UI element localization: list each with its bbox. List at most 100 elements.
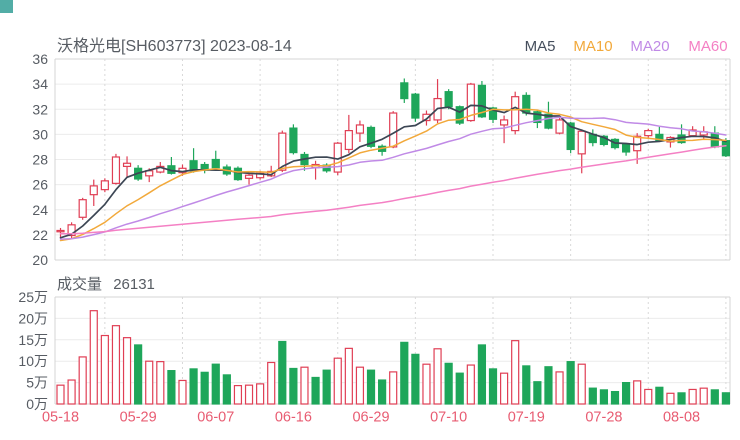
price-axis-label: 30 — [32, 126, 48, 142]
candle-body — [156, 165, 165, 173]
volume-bar — [688, 388, 697, 405]
volume-bar — [56, 384, 65, 405]
volume-bar — [244, 384, 254, 405]
candle-body — [621, 143, 631, 153]
volume-bar — [533, 381, 542, 405]
volume-bar — [355, 366, 365, 405]
candle-body — [56, 229, 65, 233]
date-axis-label: 05-18 — [42, 410, 79, 426]
volume-bar — [366, 369, 376, 405]
volume-bar — [311, 376, 320, 405]
candle-body — [721, 140, 731, 157]
candles-layer — [56, 78, 731, 239]
volume-bars-layer — [56, 310, 731, 405]
volume-bar — [500, 372, 509, 405]
price-axis-label: 28 — [32, 152, 48, 168]
volume-bar — [100, 334, 109, 405]
volume-bar — [721, 392, 731, 405]
price-axis-label: 24 — [32, 202, 48, 218]
volume-bar — [633, 380, 642, 405]
candle-body — [644, 130, 653, 137]
volume-bar — [322, 369, 331, 405]
candle-body — [100, 180, 109, 191]
volume-title: 成交量 26131 — [57, 275, 155, 293]
date-axis-label: 05-29 — [120, 410, 157, 426]
volume-bar — [400, 341, 409, 405]
candle-body — [488, 107, 498, 120]
volume-bar — [488, 368, 498, 405]
volume-bar — [378, 379, 387, 405]
candle-body — [111, 156, 121, 184]
volume-bar — [522, 365, 531, 405]
volume-bar — [134, 344, 143, 405]
legend-ma20[interactable]: MA20 — [630, 38, 669, 55]
candle-body — [466, 83, 475, 122]
candle-body — [566, 122, 575, 151]
ma-lines-layer — [59, 104, 727, 242]
volume-bar — [599, 389, 609, 405]
volume-bar — [666, 392, 675, 405]
volume-bar — [433, 348, 442, 405]
candle-body — [444, 91, 453, 108]
candle-body — [389, 112, 398, 148]
price-axis-label: 26 — [32, 177, 48, 193]
volume-bar — [67, 379, 76, 405]
volume-bar — [222, 374, 231, 405]
candle-body — [189, 160, 198, 172]
date-axis-label: 06-07 — [197, 410, 234, 426]
volume-bar — [644, 388, 653, 405]
volume-bar — [555, 371, 564, 405]
candle-body — [122, 162, 132, 168]
legend-ma5[interactable]: MA5 — [525, 38, 556, 55]
candle-body — [511, 96, 520, 132]
date-axis-label: 07-19 — [508, 410, 545, 426]
candle-body — [244, 174, 254, 179]
volume-bar — [145, 360, 154, 405]
volume-bar — [78, 356, 87, 405]
volume-bar — [189, 368, 198, 405]
candle-body — [89, 185, 98, 196]
volume-bar — [389, 371, 398, 405]
volume-bar — [544, 366, 553, 405]
candle-body — [544, 113, 553, 129]
candle-body — [599, 135, 609, 146]
brand-corner-mark — [0, 0, 13, 13]
ma10-line — [59, 108, 727, 242]
volume-bar — [289, 367, 298, 405]
price-axis-label: 32 — [32, 101, 48, 117]
volume-bar — [411, 353, 420, 405]
volume-bar — [111, 325, 121, 405]
volume-bar — [444, 362, 453, 405]
volume-bar — [655, 386, 664, 405]
volume-bar — [278, 340, 287, 405]
date-axis-label: 06-29 — [352, 410, 389, 426]
volume-axis-label: 15万 — [18, 332, 48, 348]
volume-bar — [333, 357, 342, 405]
price-axis-label: 34 — [32, 76, 48, 92]
volume-bar — [300, 366, 309, 405]
volume-bar — [178, 379, 187, 405]
volume-bar — [710, 389, 719, 405]
candle-body — [411, 93, 420, 119]
price-axis-label: 36 — [32, 51, 48, 67]
chart-title: 沃格光电[SH603773] 2023-08-14 — [57, 37, 292, 55]
volume-bar — [577, 363, 586, 405]
candle-body — [289, 127, 298, 154]
candle-body — [211, 158, 220, 169]
candle-body — [522, 94, 531, 114]
volume-bar — [588, 387, 597, 405]
legend-ma10[interactable]: MA10 — [573, 38, 612, 55]
volume-bar — [455, 372, 464, 405]
volume-bar — [256, 383, 265, 405]
candle-body — [67, 224, 76, 237]
legend-ma60[interactable]: MA60 — [688, 38, 727, 55]
volume-bar — [267, 361, 276, 405]
volume-bar — [677, 392, 686, 405]
ma60-line — [59, 145, 727, 235]
volume-bar — [167, 370, 176, 405]
candle-body — [278, 132, 287, 171]
candle-body — [477, 84, 487, 118]
